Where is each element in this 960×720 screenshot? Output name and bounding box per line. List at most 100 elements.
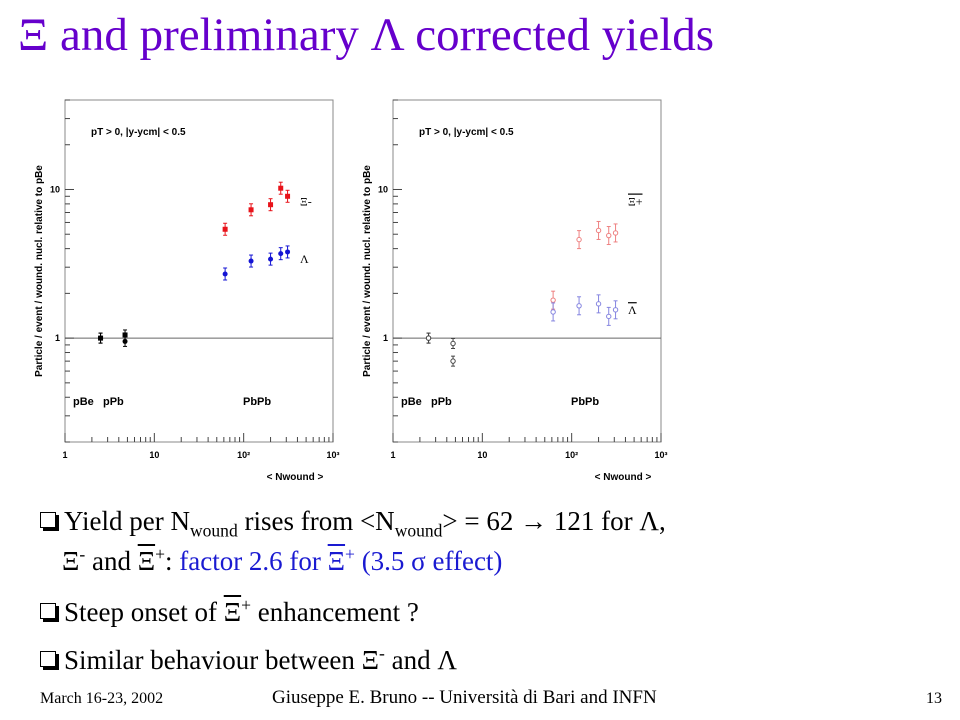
plot-frame <box>392 99 662 443</box>
bullet-yield-rise-cont: Ξ- and Ξ+: factor 2.6 for Ξ+ (3.5 σ effe… <box>62 544 502 577</box>
bullet-text: and Λ <box>384 645 457 675</box>
data-point <box>576 303 582 309</box>
bullet-steep-onset: Steep onset of Ξ+ enhancement ? <box>40 595 419 628</box>
footer-author: Giuseppe E. Bruno -- Università di Bari … <box>272 687 657 708</box>
system-label-pbe: pBe <box>401 396 422 408</box>
data-point <box>122 332 128 338</box>
bullet-yield-rise: Yield per Nwound rises from <Nwound> = 6… <box>40 506 666 541</box>
footer-date: March 16-23, 2002 <box>40 690 164 707</box>
bullet-marker <box>40 651 56 667</box>
data-point <box>222 271 228 277</box>
title-text-suffix: corrected yields <box>403 9 715 61</box>
bullet-text: factor 2.6 for <box>179 546 328 576</box>
x-tick-label: 10³ <box>654 450 667 460</box>
left-yield-plot: 1 10 10² 10³ 1 10 < Nwound > Particle / event /… <box>34 99 340 483</box>
cut-label: pT > 0, |y-ycm| < 0.5 <box>91 127 186 138</box>
data-point <box>268 202 274 208</box>
bullet-text: > = 62 <box>442 506 521 536</box>
data-point <box>278 251 284 257</box>
bullet-subscript: wound <box>394 520 443 541</box>
data-point <box>595 301 602 307</box>
cut-label: pT > 0, |y-ycm| < 0.5 <box>419 127 514 138</box>
y-tick-label: 1 <box>55 333 60 343</box>
bullet-superscript: + <box>155 544 165 564</box>
title-xi-symbol: Ξ <box>18 9 49 61</box>
bullet-text: : <box>164 546 180 576</box>
data-point <box>122 338 128 344</box>
arrow-icon: → <box>520 506 548 536</box>
bullet-text: 121 for Λ, <box>547 506 666 536</box>
data-point <box>550 309 556 315</box>
data-point <box>285 249 291 255</box>
title-text-mid: and preliminary <box>48 9 371 61</box>
data-point <box>425 335 432 341</box>
y-tick-label: 10 <box>378 184 388 194</box>
system-label-pbe: pBe <box>73 396 94 408</box>
bullet-text: and <box>85 546 138 576</box>
bullet-superscript: - <box>79 544 86 564</box>
bullet-similar-behaviour: Similar behaviour between Ξ- and Λ <box>40 643 457 676</box>
system-label-pbpb: PbPb <box>571 396 599 408</box>
data-point <box>248 258 254 264</box>
x-tick-label: 10 <box>149 450 159 460</box>
data-point <box>248 207 254 213</box>
data-point <box>222 226 228 232</box>
system-label-ppb: pPb <box>103 396 124 408</box>
bullet-text: <N <box>359 506 395 536</box>
data-point <box>98 335 104 341</box>
bullet-subscript: wound <box>189 520 238 541</box>
right-yield-plot: 1 10 10² 10³ 1 10 < Nwound > Particle / event /… <box>362 99 668 483</box>
slide-title: Ξ and preliminary Λ corrected yields <box>18 8 714 62</box>
antixi-symbol: Ξ <box>327 546 346 576</box>
bullet-superscript: - <box>379 643 385 663</box>
plot-frame <box>64 99 334 443</box>
bullet-text: enhancement ? <box>251 597 419 627</box>
data-point <box>278 185 284 191</box>
system-label-ppb: pPb <box>431 396 452 408</box>
bullet-text: rises from <box>237 506 360 536</box>
x-tick-label: 10² <box>565 450 578 460</box>
factor-highlight: factor 2.6 for Ξ+ (3.5 σ effect) <box>179 544 503 576</box>
species-label-bottom: Λ <box>628 303 637 317</box>
x-axis-label: < Nwound > <box>595 472 652 483</box>
x-tick-label: 10 <box>477 450 487 460</box>
y-axis-label: Particle / event / wound. nucl. relative… <box>362 165 373 377</box>
title-lambda-symbol: Λ <box>370 9 404 61</box>
bullet-marker <box>40 512 56 528</box>
data-point <box>576 236 582 243</box>
data-point <box>612 230 619 236</box>
y-tick-label: 10 <box>50 184 60 194</box>
species-label-bottom: Λ <box>300 252 309 266</box>
data-point <box>612 307 619 313</box>
data-point <box>450 358 456 364</box>
data-point <box>606 232 612 239</box>
data-point <box>285 193 291 199</box>
x-tick-label: 10³ <box>326 450 339 460</box>
bullet-text: Steep onset of <box>64 597 224 627</box>
bullet-text: Yield per N <box>64 506 190 536</box>
x-tick-label: 10² <box>237 450 250 460</box>
y-axis-label: Particle / event / wound. nucl. relative… <box>34 165 45 377</box>
data-point <box>595 227 602 234</box>
antixi-symbol: Ξ <box>223 597 242 627</box>
x-tick-label: 1 <box>62 450 67 460</box>
species-label-top: Ξ- <box>300 195 312 209</box>
bullet-text: Similar behaviour between <box>64 645 362 675</box>
y-tick-label: 1 <box>383 333 388 343</box>
footer-page-number: 13 <box>926 690 942 707</box>
data-point <box>606 313 612 320</box>
data-point <box>550 297 556 303</box>
data-point <box>268 256 274 262</box>
bullet-superscript: + <box>241 595 251 615</box>
bullet-text: (3.5 σ effect) <box>354 546 503 576</box>
x-axis-label: < Nwound > <box>267 472 324 483</box>
data-point <box>450 340 456 347</box>
x-tick-label: 1 <box>390 450 395 460</box>
antixi-symbol: Ξ <box>137 546 156 576</box>
xi-symbol: Ξ <box>361 645 380 675</box>
bullet-marker <box>40 603 56 619</box>
system-label-pbpb: PbPb <box>243 396 271 408</box>
species-label-top: Ξ+ <box>628 195 643 209</box>
xi-symbol: Ξ <box>62 546 80 576</box>
bullet-superscript: + <box>345 544 355 564</box>
